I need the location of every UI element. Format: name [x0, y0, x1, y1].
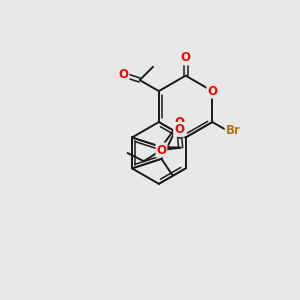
Text: O: O — [181, 52, 190, 64]
Text: Br: Br — [226, 124, 240, 137]
Text: O: O — [118, 68, 128, 81]
Text: O: O — [207, 85, 218, 98]
Text: O: O — [157, 144, 166, 157]
Text: O: O — [174, 123, 184, 136]
Text: O: O — [175, 116, 184, 128]
